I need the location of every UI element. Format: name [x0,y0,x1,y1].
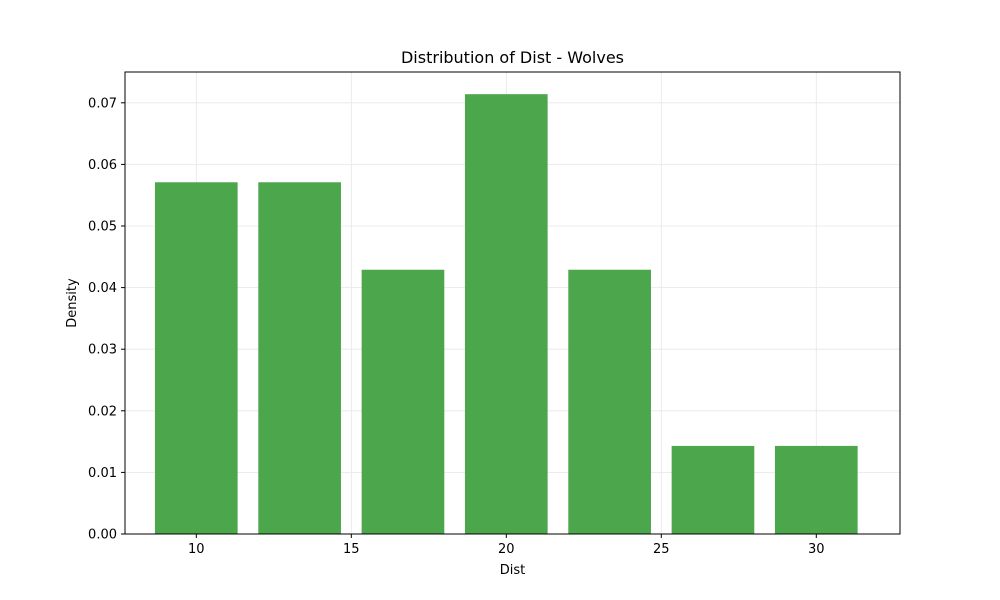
x-tick-label: 15 [343,542,360,557]
y-tick-label: 0.03 [88,343,117,358]
y-axis-label: Density [65,278,80,328]
histogram-bar [671,445,755,534]
x-tick-label: 20 [498,542,515,557]
chart-title: Distribution of Dist - Wolves [401,48,624,67]
x-tick-label: 25 [653,542,670,557]
histogram-bar [464,94,548,535]
histogram-bar [361,269,445,534]
x-axis-label: Dist [500,563,526,578]
y-tick-label: 0.01 [88,466,117,481]
histogram-bar [258,182,341,534]
y-axis-ticks: 0.00 0.01 0.02 0.03 0.04 0.05 0.06 0.07 [88,96,125,543]
x-axis-ticks: 10 15 20 25 30 [188,534,825,557]
histogram-bar [154,182,238,534]
bars [154,94,858,535]
y-tick-label: 0.07 [88,96,117,111]
y-tick-label: 0.05 [88,220,117,235]
x-tick-label: 30 [808,542,825,557]
y-tick-label: 0.06 [88,158,117,173]
plot-frame [124,71,901,535]
histogram-bar [774,445,858,534]
y-tick-label: 0.02 [88,404,117,419]
x-tick-label: 10 [188,542,205,557]
y-tick-label: 0.00 [88,528,117,543]
y-tick-label: 0.04 [88,281,117,296]
histogram-bar [568,269,651,534]
